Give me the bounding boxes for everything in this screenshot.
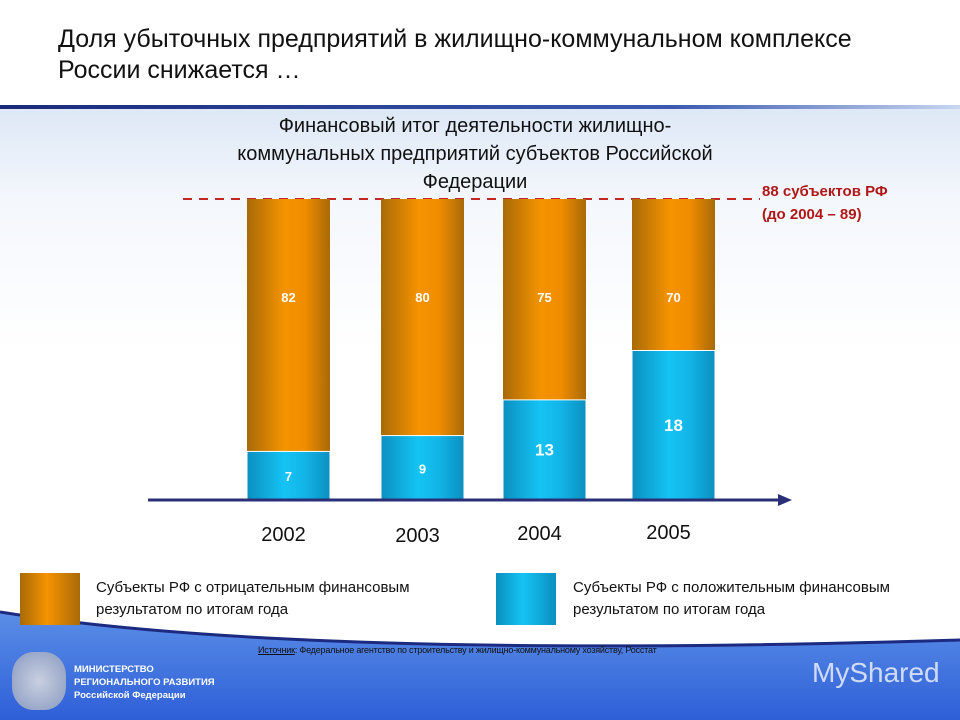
legend-swatch-negative bbox=[20, 573, 80, 625]
legend-label-positive: Субъекты РФ с положительным финансовым р… bbox=[573, 579, 890, 618]
x-tick-label: 2003 bbox=[395, 525, 440, 547]
x-axis-arrow bbox=[778, 494, 792, 506]
background bbox=[0, 108, 960, 720]
x-tick-label: 2005 bbox=[646, 522, 691, 544]
x-tick-label: 2002 bbox=[261, 524, 306, 546]
ministry-line: МИНИСТЕРСТВО bbox=[74, 664, 154, 675]
bar-negative bbox=[381, 199, 464, 436]
x-tick-label: 2004 bbox=[517, 523, 562, 545]
bar-positive bbox=[246, 450, 331, 500]
chart-title: Финансовый итог деятельности жилищно-ком… bbox=[237, 115, 713, 193]
data-label-positive: 9 bbox=[419, 461, 426, 476]
reference-annotation: 88 субъектов РФ (до 2004 – 89) bbox=[762, 180, 888, 226]
data-label-negative: 82 bbox=[281, 290, 295, 305]
bar-negative bbox=[632, 199, 715, 351]
bar-negative bbox=[503, 199, 586, 400]
bar-positive bbox=[380, 435, 465, 500]
data-label-negative: 70 bbox=[666, 290, 680, 305]
data-label-negative: 80 bbox=[415, 290, 429, 305]
ministry-logo-text: МИНИСТЕРСТВО РЕГИОНАЛЬНОГО РАЗВИТИЯ Росс… bbox=[74, 663, 215, 702]
legend-swatch-positive bbox=[496, 573, 556, 625]
slide-title: Доля убыточных предприятий в жилищно-ком… bbox=[58, 25, 852, 84]
annotation-line-2: (до 2004 – 89) bbox=[762, 206, 862, 223]
coat-of-arms-emblem bbox=[12, 652, 66, 710]
source-label: Источник bbox=[258, 645, 295, 655]
footer-curve bbox=[0, 610, 960, 648]
data-label-positive: 7 bbox=[285, 469, 292, 484]
source-note: Источник: Федеральное агентство по строи… bbox=[258, 645, 657, 655]
watermark-logo: MyShared bbox=[812, 657, 940, 688]
source-text: : Федеральное агентство по строительству… bbox=[294, 645, 657, 655]
ministry-line: РЕГИОНАЛЬНОГО РАЗВИТИЯ bbox=[74, 677, 215, 688]
legend-label-negative: Субъекты РФ с отрицательным финансовым р… bbox=[96, 579, 410, 618]
bar-negative bbox=[247, 199, 330, 452]
annotation-line-1: 88 субъектов РФ bbox=[762, 183, 888, 200]
header-divider bbox=[0, 105, 960, 109]
data-label-positive: 13 bbox=[535, 440, 554, 459]
data-label-negative: 75 bbox=[537, 290, 551, 305]
data-label-positive: 18 bbox=[664, 416, 683, 435]
bar-positive bbox=[502, 399, 587, 500]
footer-band bbox=[0, 612, 960, 720]
ministry-line: Российской Федерации bbox=[74, 690, 186, 701]
